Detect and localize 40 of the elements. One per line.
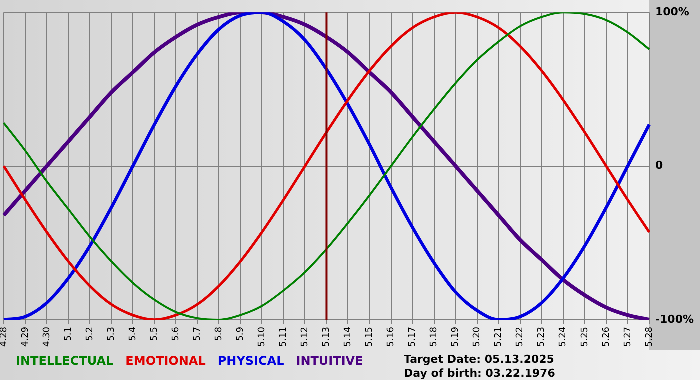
text: Target Date: 05.13.2025 [404, 353, 554, 366]
text: INTUITIVE [296, 354, 364, 368]
x-tick-label: 5.25 [580, 326, 590, 348]
x-tick-label: 5.10 [258, 326, 268, 348]
x-tick-label: 5.6 [171, 326, 182, 342]
text: EMOTIONAL [126, 354, 206, 368]
x-tick-label: 5.28 [644, 326, 655, 348]
x-tick-label: 4.29 [20, 326, 31, 348]
x-tick-label: 5.9 [236, 326, 246, 342]
x-tick-label: 5.18 [430, 326, 440, 348]
x-tick-label: 5.15 [365, 326, 376, 348]
x-tick-label: 5.5 [150, 326, 160, 342]
text: PHYSICAL [218, 354, 285, 368]
x-tick-label: 5.23 [537, 326, 548, 348]
x-tick-label: 5.4 [128, 326, 138, 342]
x-tick-label: 5.17 [408, 326, 418, 348]
x-tick-label: 4.28 [0, 326, 10, 348]
y-tick-label: 100% [655, 5, 690, 18]
y-tick-label: -100% [655, 312, 694, 326]
x-tick-label: 5.7 [192, 326, 203, 342]
x-tick-label: 5.27 [623, 326, 634, 348]
x-tick-label: 5.8 [214, 326, 224, 342]
text: Day of birth: 03.22.1976 [404, 367, 556, 380]
x-tick-label: 5.22 [516, 326, 526, 348]
text: INTELLECTUAL [16, 354, 114, 368]
x-tick-label: 5.3 [106, 326, 117, 342]
x-tick-label: 5.2 [85, 326, 96, 342]
x-tick-label: 5.12 [300, 326, 311, 348]
x-tick-label: 5.20 [472, 326, 483, 348]
x-tick-label: 5.21 [494, 326, 504, 348]
x-tick-label: 5.24 [558, 326, 569, 348]
x-tick-label: 5.14 [344, 326, 354, 348]
x-tick-label: 5.16 [386, 326, 397, 348]
x-tick-label: 5.11 [279, 326, 290, 348]
x-tick-label: 5.13 [322, 326, 332, 348]
x-tick-label: 5.1 [64, 326, 74, 342]
x-tick-label: 4.30 [42, 326, 52, 348]
x-tick-label: 5.26 [602, 326, 612, 348]
x-tick-label: 5.19 [451, 326, 462, 348]
y-tick-label: 0 [655, 159, 664, 172]
